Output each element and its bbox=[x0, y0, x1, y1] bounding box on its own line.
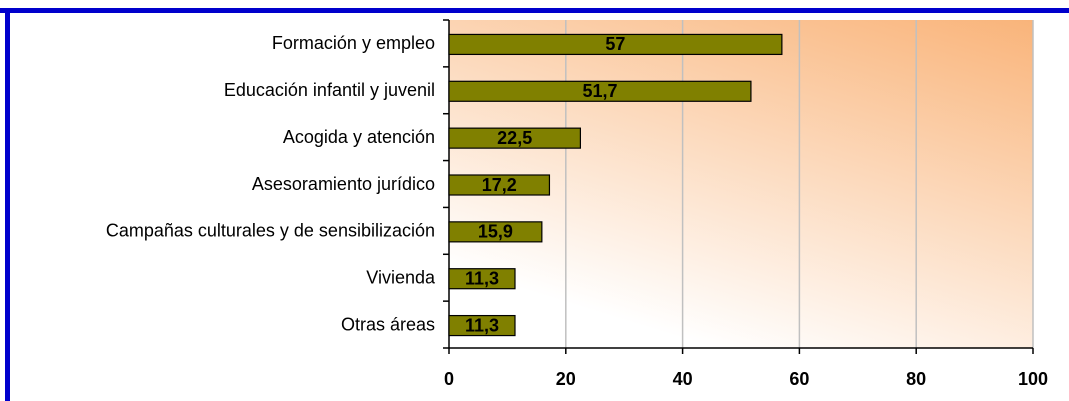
value-label: 11,3 bbox=[465, 268, 499, 288]
value-label: 51,7 bbox=[582, 81, 617, 101]
bar bbox=[448, 33, 783, 56]
x-tick-label: 60 bbox=[789, 369, 809, 389]
value-label: 57 bbox=[605, 34, 625, 54]
frame-left bbox=[5, 8, 10, 401]
x-tick-label: 100 bbox=[1018, 369, 1048, 389]
bar bbox=[448, 268, 516, 290]
x-tick-label: 40 bbox=[673, 369, 693, 389]
value-label: 11,3 bbox=[465, 315, 499, 335]
bar bbox=[448, 80, 752, 102]
bar bbox=[448, 127, 581, 149]
y-tick-label: Acogida y atención bbox=[283, 127, 435, 147]
y-tick-label: Vivienda bbox=[366, 267, 436, 287]
value-label: 17,2 bbox=[482, 175, 517, 195]
value-label: 15,9 bbox=[478, 222, 513, 242]
y-tick-label: Educación infantil y juvenil bbox=[224, 80, 435, 100]
x-tick-label: 20 bbox=[556, 369, 576, 389]
bar bbox=[448, 174, 551, 196]
bar bbox=[448, 221, 543, 243]
bar bbox=[448, 314, 516, 337]
y-tick-label: Formación y empleo bbox=[272, 33, 435, 53]
y-tick-label: Campañas culturales y de sensibilización bbox=[106, 221, 435, 241]
value-label: 22,5 bbox=[497, 128, 532, 148]
y-tick-label: Otras áreas bbox=[341, 314, 435, 334]
x-tick-label: 0 bbox=[444, 369, 454, 389]
frame-top bbox=[0, 8, 1069, 13]
y-tick-label: Asesoramiento jurídico bbox=[252, 174, 435, 194]
x-tick-label: 80 bbox=[906, 369, 926, 389]
